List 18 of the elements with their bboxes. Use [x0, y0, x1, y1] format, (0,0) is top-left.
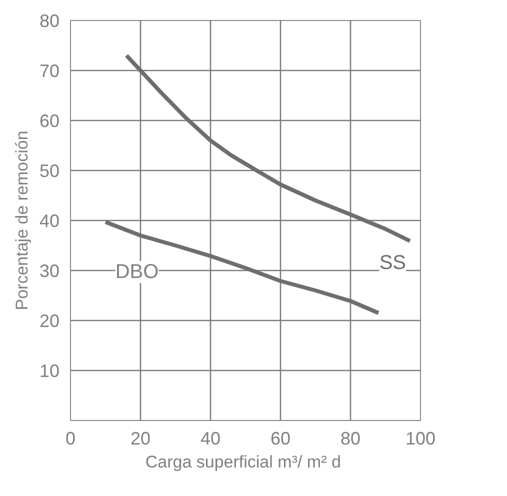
x-tick-label: 20 — [130, 428, 151, 448]
y-tick-label: 60 — [39, 111, 60, 131]
x-axis-title: Carga superficial m³/ m² d — [145, 452, 341, 472]
series-label: SS — [379, 252, 406, 274]
x-tick-label: 80 — [340, 428, 361, 448]
y-tick-label: 80 — [39, 11, 60, 31]
y-axis-title: Porcentaje de remoción — [12, 130, 32, 310]
x-tick-label: 100 — [405, 428, 436, 448]
y-tick-label: 40 — [39, 211, 60, 231]
y-tick-label: 10 — [39, 361, 60, 381]
x-tick-label: 0 — [65, 428, 76, 448]
series-label: DBO — [115, 261, 159, 283]
x-tick-label: 60 — [270, 428, 291, 448]
y-tick-label: 70 — [39, 61, 60, 81]
x-tick-label: 40 — [200, 428, 221, 448]
y-tick-label: 50 — [39, 161, 60, 181]
y-tick-label: 30 — [39, 261, 60, 281]
y-tick-label: 20 — [39, 311, 60, 331]
